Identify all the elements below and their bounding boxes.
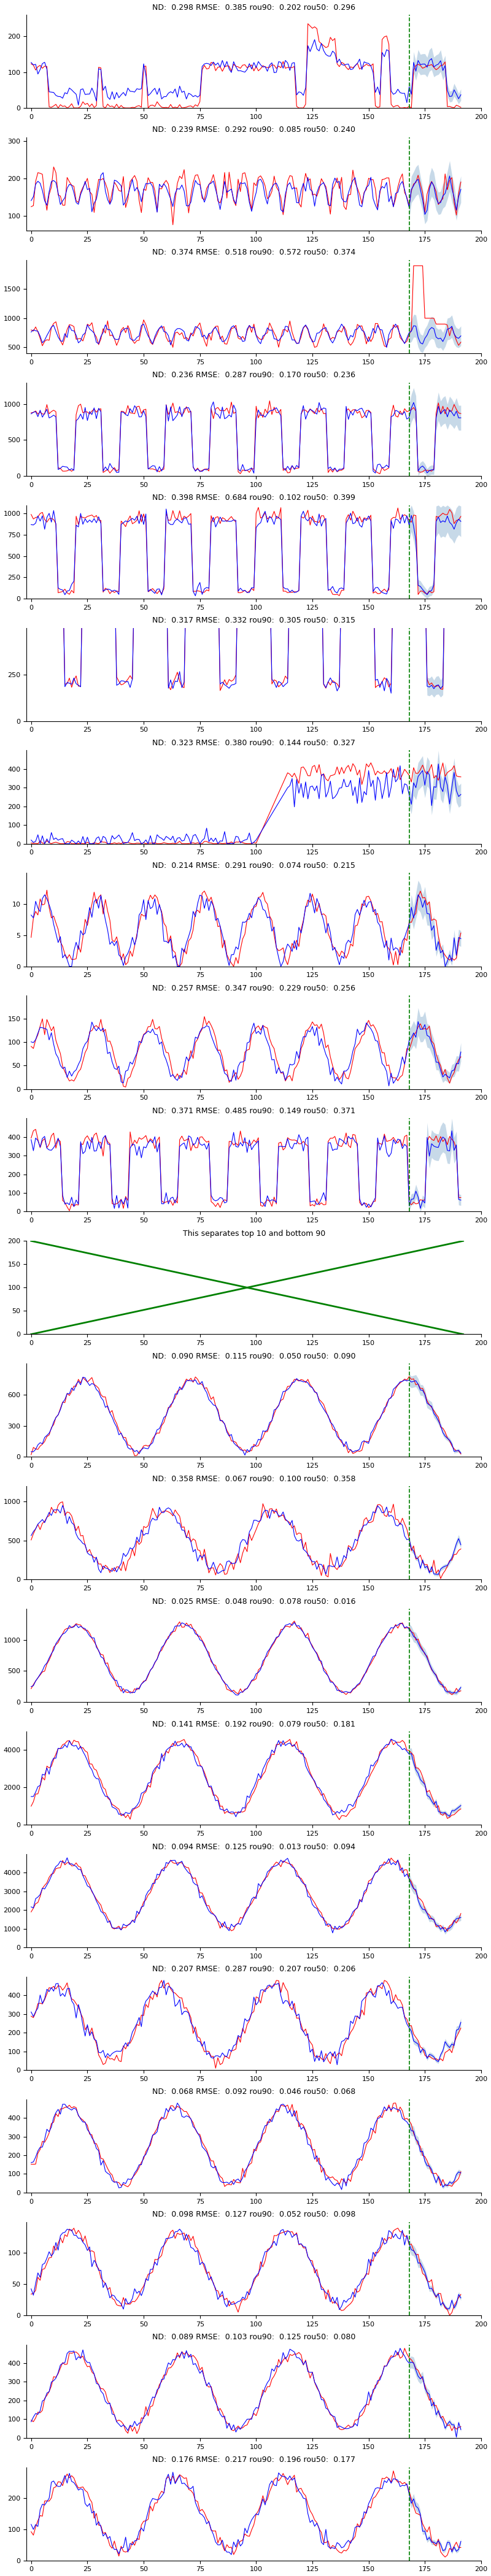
- Title: ND:  0.068 RMSE:  0.092 rou90:  0.046 rou50:  0.068: ND: 0.068 RMSE: 0.092 rou90: 0.046 rou50…: [152, 2089, 355, 2097]
- Title: ND:  0.025 RMSE:  0.048 rou90:  0.078 rou50:  0.016: ND: 0.025 RMSE: 0.048 rou90: 0.078 rou50…: [152, 1597, 355, 1605]
- Title: ND:  0.098 RMSE:  0.127 rou90:  0.052 rou50:  0.098: ND: 0.098 RMSE: 0.127 rou90: 0.052 rou50…: [152, 2210, 355, 2218]
- Title: ND:  0.207 RMSE:  0.287 rou90:  0.207 rou50:  0.206: ND: 0.207 RMSE: 0.287 rou90: 0.207 rou50…: [152, 1965, 355, 1973]
- Title: ND:  0.239 RMSE:  0.292 rou90:  0.085 rou50:  0.240: ND: 0.239 RMSE: 0.292 rou90: 0.085 rou50…: [152, 126, 355, 134]
- Title: ND:  0.090 RMSE:  0.115 rou90:  0.050 rou50:  0.090: ND: 0.090 RMSE: 0.115 rou90: 0.050 rou50…: [152, 1352, 355, 1360]
- Title: ND:  0.323 RMSE:  0.380 rou90:  0.144 rou50:  0.327: ND: 0.323 RMSE: 0.380 rou90: 0.144 rou50…: [152, 739, 355, 747]
- Title: This separates top 10 and bottom 90: This separates top 10 and bottom 90: [183, 1229, 325, 1236]
- Title: ND:  0.257 RMSE:  0.347 rou90:  0.229 rou50:  0.256: ND: 0.257 RMSE: 0.347 rou90: 0.229 rou50…: [152, 984, 355, 992]
- Title: ND:  0.094 RMSE:  0.125 rou90:  0.013 rou50:  0.094: ND: 0.094 RMSE: 0.125 rou90: 0.013 rou50…: [152, 1842, 355, 1850]
- Title: ND:  0.214 RMSE:  0.291 rou90:  0.074 rou50:  0.215: ND: 0.214 RMSE: 0.291 rou90: 0.074 rou50…: [152, 863, 355, 871]
- Title: ND:  0.317 RMSE:  0.332 rou90:  0.305 rou50:  0.315: ND: 0.317 RMSE: 0.332 rou90: 0.305 rou50…: [152, 616, 355, 623]
- Title: ND:  0.141 RMSE:  0.192 rou90:  0.079 rou50:  0.181: ND: 0.141 RMSE: 0.192 rou90: 0.079 rou50…: [152, 1721, 355, 1728]
- Title: ND:  0.176 RMSE:  0.217 rou90:  0.196 rou50:  0.177: ND: 0.176 RMSE: 0.217 rou90: 0.196 rou50…: [152, 2455, 355, 2463]
- Title: ND:  0.298 RMSE:  0.385 rou90:  0.202 rou50:  0.296: ND: 0.298 RMSE: 0.385 rou90: 0.202 rou50…: [152, 3, 355, 10]
- Title: ND:  0.236 RMSE:  0.287 rou90:  0.170 rou50:  0.236: ND: 0.236 RMSE: 0.287 rou90: 0.170 rou50…: [152, 371, 355, 379]
- Title: ND:  0.398 RMSE:  0.684 rou90:  0.102 rou50:  0.399: ND: 0.398 RMSE: 0.684 rou90: 0.102 rou50…: [152, 495, 355, 502]
- Title: ND:  0.371 RMSE:  0.485 rou90:  0.149 rou50:  0.371: ND: 0.371 RMSE: 0.485 rou90: 0.149 rou50…: [152, 1108, 355, 1115]
- Title: ND:  0.374 RMSE:  0.518 rou90:  0.572 rou50:  0.374: ND: 0.374 RMSE: 0.518 rou90: 0.572 rou50…: [152, 250, 355, 258]
- Title: ND:  0.358 RMSE:  0.067 rou90:  0.100 rou50:  0.358: ND: 0.358 RMSE: 0.067 rou90: 0.100 rou50…: [152, 1476, 355, 1484]
- Title: ND:  0.089 RMSE:  0.103 rou90:  0.125 rou50:  0.080: ND: 0.089 RMSE: 0.103 rou90: 0.125 rou50…: [152, 2334, 355, 2342]
